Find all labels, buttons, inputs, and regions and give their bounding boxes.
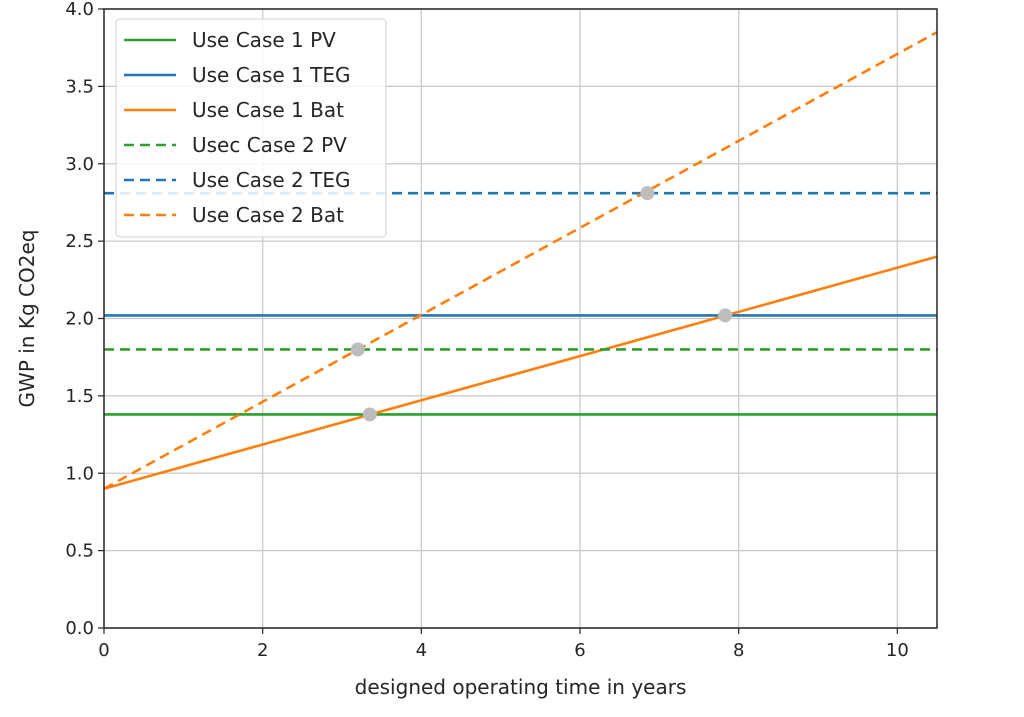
x-tick-label: 10: [886, 640, 909, 661]
legend-entry: Use Case 1 TEG: [192, 63, 350, 87]
series-line: [103, 31, 938, 490]
legend-entry: Use Case 2 Bat: [192, 203, 344, 227]
x-tick-label: 6: [574, 640, 585, 661]
intersection-point: [362, 407, 377, 422]
legend: Use Case 1 PV Use Case 1 TEG Use Case 1 Ba…: [115, 18, 387, 238]
x-tick-label: 2: [257, 640, 268, 661]
x-tick-label: 8: [733, 640, 744, 661]
y-tick-label: 1.5: [65, 386, 94, 407]
intersection-point: [350, 342, 365, 357]
x-tick-label: 0: [98, 640, 109, 661]
series-lines: [103, 31, 938, 490]
y-tick-label: 3.0: [65, 154, 94, 175]
x-tick-label: 4: [416, 640, 427, 661]
y-tick-label: 1.0: [65, 463, 94, 484]
legend-entry: Use Case 1 Bat: [192, 98, 344, 122]
y-tick-label: 3.5: [65, 76, 94, 97]
y-tick-label: 2.0: [65, 309, 94, 330]
legend-entry: Use Case 2 TEG: [192, 168, 350, 192]
ticks: 0 2 4 6 8 10 0.0 0.5 1.0 1.5 2.0 2.5 3.0 3.5 4.0: [65, 0, 908, 661]
intersection-markers: [350, 186, 733, 422]
grid: [103, 8, 937, 629]
series-line: [103, 255, 938, 490]
y-tick-label: 0.5: [65, 541, 94, 562]
y-axis-label: GWP in Kg CO2eq: [15, 230, 39, 408]
intersection-point: [718, 308, 733, 323]
y-tick-label: 0.0: [65, 618, 94, 639]
y-tick-label: 2.5: [65, 231, 94, 252]
x-axis-label: designed operating time in years: [355, 675, 687, 699]
y-tick-label: 4.0: [65, 0, 94, 20]
legend-entry: Use Case 1 PV: [192, 28, 336, 52]
legend-box: [115, 18, 387, 238]
intersection-point: [640, 186, 655, 201]
legend-entry: Usec Case 2 PV: [192, 133, 347, 157]
